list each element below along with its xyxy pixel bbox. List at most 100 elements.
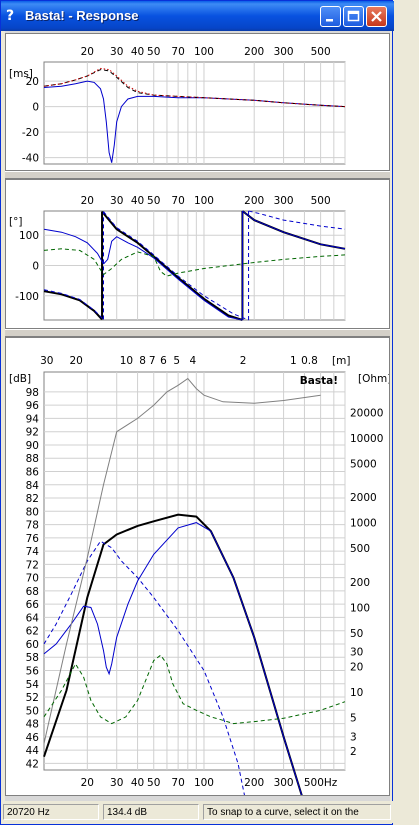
- ohm-tick-label: 10000: [350, 433, 383, 445]
- minimize-button[interactable]: [320, 6, 341, 27]
- close-button[interactable]: [366, 6, 387, 27]
- wavelength-tick-label: 8: [139, 355, 146, 367]
- magnitude-chart: 9896949290888684828078767472706866646260…: [9, 355, 391, 825]
- db-tick-label: 48: [26, 719, 39, 731]
- watermark: Basta!: [300, 375, 338, 387]
- freq-tick-label: 70: [171, 195, 184, 207]
- splitter[interactable]: [5, 329, 390, 337]
- series-line: [43, 290, 103, 321]
- series-line: [43, 522, 312, 825]
- status-level: 134.4 dB: [103, 804, 199, 820]
- db-tick-label: 70: [26, 573, 39, 585]
- freq-tick-label: 30: [110, 777, 123, 789]
- phase-chart: [°] 100 0 -100 20 30 40 50 70 100 200 300 500: [9, 195, 346, 321]
- db-tick-label: 92: [26, 427, 39, 439]
- question-icon: ?: [6, 8, 15, 24]
- db-tick-label: 94: [26, 413, 40, 425]
- plot-area: [43, 371, 346, 771]
- freq-tick-label: 500Hz: [304, 777, 338, 789]
- db-unit-label: [dB]: [9, 373, 31, 385]
- freq-tick-label: 50: [147, 777, 160, 789]
- y-tick-label: -100: [15, 291, 39, 303]
- y-unit-label: [°]: [9, 216, 22, 228]
- ohm-tick-label: 200: [350, 577, 370, 589]
- plot-area: [43, 61, 346, 165]
- db-tick-label: 58: [26, 652, 39, 664]
- db-tick-label: 56: [26, 666, 40, 678]
- db-tick-label: 42: [26, 758, 39, 770]
- freq-tick-label: 20: [81, 195, 94, 207]
- db-tick-label: 50: [26, 705, 39, 717]
- db-tick-label: 44: [26, 745, 40, 757]
- ohm-tick-label: 30: [350, 647, 363, 659]
- freq-tick-label: 300: [274, 195, 294, 207]
- series-line: [242, 210, 346, 250]
- freq-tick-label: 300: [274, 46, 294, 58]
- db-tick-label: 66: [26, 599, 40, 611]
- status-hint: To snap to a curve, select it on the: [203, 804, 391, 820]
- wavelength-tick-label: 4: [189, 355, 196, 367]
- db-tick-label: 62: [26, 626, 39, 638]
- freq-tick-label: 300: [274, 777, 294, 789]
- client-area: [ms] 20 0 -20 -40 20 30 40 50 70 100 200 300 500 [°] 1…: [5, 31, 391, 825]
- close-icon: [371, 11, 382, 22]
- phase-panel[interactable]: [°] 100 0 -100 20 30 40 50 70 100 200 300 500: [5, 179, 390, 329]
- series-line: [248, 210, 346, 230]
- db-tick-label: 98: [26, 387, 39, 399]
- db-tick-label: 82: [26, 493, 39, 505]
- title-bar[interactable]: ? Basta! - Response: [1, 1, 394, 31]
- freq-tick-label: 100: [194, 777, 214, 789]
- series-line: [103, 211, 249, 321]
- ohm-tick-label: 10: [350, 687, 363, 699]
- group-delay-panel[interactable]: [ms] 20 0 -20 -40 20 30 40 50 70 100 200 300 500: [5, 33, 390, 171]
- splitter[interactable]: [5, 171, 390, 179]
- wavelength-tick-label: 20: [69, 355, 82, 367]
- db-tick-label: 74: [26, 546, 40, 558]
- ohm-tick-label: 1000: [350, 518, 377, 530]
- db-tick-label: 72: [26, 559, 39, 571]
- wavelength-tick-label: 5: [173, 355, 180, 367]
- ohm-tick-label: 2: [350, 746, 357, 758]
- series-line: [43, 654, 346, 725]
- db-tick-label: 84: [26, 480, 40, 492]
- db-tick-label: 52: [26, 692, 39, 704]
- y-tick-label: 0: [32, 261, 39, 273]
- db-tick-label: 80: [26, 506, 39, 518]
- freq-tick-label: 20: [81, 777, 94, 789]
- series-line: [43, 377, 321, 744]
- wavelength-tick-label: 0.8: [301, 355, 318, 367]
- db-tick-label: 54: [26, 679, 40, 691]
- wavelength-tick-label: 6: [160, 355, 167, 367]
- freq-tick-label: 20: [81, 46, 94, 58]
- series-line: [43, 67, 346, 108]
- wavelength-tick-label: 2: [240, 355, 247, 367]
- freq-tick-label: 70: [171, 777, 184, 789]
- freq-tick-label: 30: [110, 195, 123, 207]
- series-line: [103, 236, 243, 321]
- wavelength-unit-label: [m]: [332, 355, 350, 367]
- freq-tick-label: 200: [244, 46, 264, 58]
- minimize-icon: [326, 19, 333, 22]
- freq-tick-label: 200: [244, 195, 264, 207]
- y-unit-label: [ms]: [9, 68, 33, 80]
- ohm-tick-label: 5: [350, 713, 357, 725]
- maximize-button[interactable]: [343, 6, 364, 27]
- status-bar: 20720 Hz 134.4 dB To snap to a curve, se…: [1, 801, 394, 823]
- freq-tick-label: 30: [110, 46, 123, 58]
- series-line: [43, 289, 104, 320]
- series-line: [101, 210, 243, 321]
- y-tick-label: -20: [22, 127, 39, 139]
- db-tick-label: 60: [26, 639, 39, 651]
- db-tick-label: 46: [26, 732, 40, 744]
- db-tick-label: 68: [26, 586, 39, 598]
- wavelength-tick-label: 1: [290, 355, 297, 367]
- series-line: [43, 228, 104, 265]
- magnitude-panel[interactable]: 98 96 94 92 90 88 86 84 82 80 78 76 74 72 70 68 66 64 62 60…: [5, 337, 391, 825]
- ohm-tick-label: 2000: [350, 492, 377, 504]
- db-tick-label: 88: [26, 453, 39, 465]
- freq-tick-label: 500: [311, 46, 331, 58]
- db-tick-label: 78: [26, 520, 39, 532]
- freq-tick-label: 100: [194, 46, 214, 58]
- db-tick-label: 96: [26, 400, 40, 412]
